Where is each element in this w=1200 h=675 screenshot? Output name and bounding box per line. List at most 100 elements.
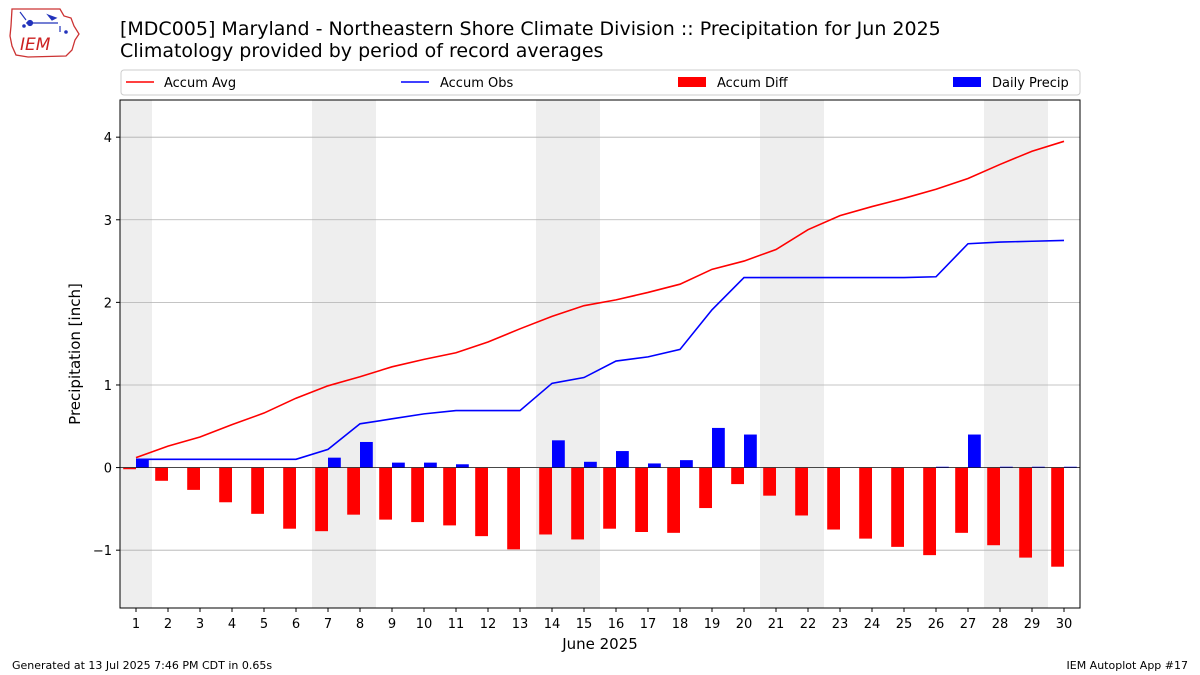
x-tick-label: 11 [448, 617, 465, 632]
accum-diff-bar [827, 467, 840, 530]
x-tick-label: 3 [196, 617, 204, 632]
accum-diff-bar [283, 467, 296, 529]
accum-diff-bar [795, 467, 808, 516]
accum-diff-bar [667, 467, 680, 533]
accum-diff-bar [507, 467, 520, 550]
daily-precip-bar [584, 461, 597, 468]
x-tick-label: 15 [576, 617, 593, 632]
x-tick-label: 18 [672, 617, 689, 632]
footer-app: IEM Autoplot App #17 [1066, 659, 1189, 672]
x-axis: 1 2 3 4 5 6 7 8 9 10 11 12 13 14 15 16 17 18 19 20 21 22 23 24 2… [132, 608, 1072, 632]
x-tick-label: 12 [480, 617, 497, 632]
x-tick-label: 27 [960, 617, 977, 632]
x-tick-label: 8 [356, 617, 364, 632]
daily-precip-bar [616, 451, 629, 468]
daily-precip-bar [552, 440, 565, 468]
iem-logo: IEM [9, 8, 80, 58]
daily-precip-bar [648, 463, 661, 468]
x-tick-label: 29 [1024, 617, 1041, 632]
bars [123, 427, 1077, 567]
daily-precip-bar [456, 464, 469, 468]
y-tick-label: 3 [104, 214, 112, 229]
logo-text: IEM [20, 35, 51, 55]
plot-frame [119, 99, 1081, 609]
legend-box [120, 69, 1081, 96]
accum-diff-bar [123, 467, 136, 470]
x-tick-label: 20 [736, 617, 753, 632]
x-tick-label: 22 [800, 617, 817, 632]
accum-diff-bar [923, 467, 936, 556]
legend-label-accum-obs: Accum Obs [440, 76, 513, 91]
x-tick-label: 2 [164, 617, 172, 632]
legend-label-accum-avg: Accum Avg [164, 76, 236, 91]
weekend-band [312, 100, 376, 608]
x-tick-label: 10 [416, 617, 433, 632]
accum-diff-bar [155, 467, 168, 481]
accum-diff-bar [411, 467, 424, 523]
daily-precip-bar [392, 462, 405, 468]
chart-subtitle: Climatology provided by period of record… [120, 40, 604, 62]
daily-precip-bar [1032, 466, 1045, 468]
accum-diff-bar [1051, 467, 1064, 567]
legend-label-daily-precip: Daily Precip [992, 76, 1069, 91]
x-tick-label: 1 [132, 617, 140, 632]
y-tick-label: −1 [93, 544, 112, 559]
accum-diff-bar [347, 467, 360, 515]
accum-diff-bar [251, 467, 264, 514]
x-tick-label: 7 [324, 617, 332, 632]
x-axis-label: June 2025 [561, 635, 638, 653]
accum-diff-bar [987, 467, 1000, 546]
accum-diff-bar [219, 467, 232, 503]
accum-avg-line [135, 140, 1065, 459]
x-tick-label: 26 [928, 617, 945, 632]
accum-diff-bar [379, 467, 392, 520]
x-tick-label: 19 [704, 617, 721, 632]
y-axis: −1 0 1 2 3 4 [93, 131, 120, 559]
x-tick-label: 13 [512, 617, 529, 632]
daily-precip-bar [136, 459, 149, 468]
legend: Accum Avg Accum Obs Accum Diff Daily Precip [120, 69, 1081, 96]
x-tick-label: 9 [388, 617, 396, 632]
chart-title: [MDC005] Maryland - Northeastern Shore C… [120, 18, 941, 40]
x-tick-label: 23 [832, 617, 849, 632]
legend-label-accum-diff: Accum Diff [717, 76, 789, 91]
x-tick-label: 14 [544, 617, 561, 632]
daily-precip-bar [1064, 466, 1077, 468]
x-tick-label: 25 [896, 617, 913, 632]
accum-diff-bar [731, 467, 744, 485]
daily-precip-bar [744, 434, 757, 468]
daily-precip-bar [1000, 466, 1013, 468]
x-tick-label: 16 [608, 617, 625, 632]
x-tick-label: 17 [640, 617, 657, 632]
accum-diff-bar [891, 467, 904, 547]
accum-diff-bar [1019, 467, 1032, 558]
y-tick-label: 1 [104, 379, 112, 394]
accum-diff-bar [571, 467, 584, 540]
daily-precip-bar [360, 441, 373, 468]
accum-diff-bar [699, 467, 712, 509]
legend-swatch-daily-precip [953, 77, 981, 87]
weekend-shading [120, 100, 1048, 608]
accum-diff-bar [187, 467, 200, 490]
daily-precip-bar [424, 462, 437, 468]
accum-diff-bar [955, 467, 968, 533]
y-axis-label: Precipitation [inch] [66, 283, 84, 425]
accum-diff-bar [315, 467, 328, 532]
x-tick-label: 6 [292, 617, 300, 632]
accum-diff-bar [539, 467, 552, 535]
x-tick-label: 24 [864, 617, 881, 632]
weekend-band [760, 100, 824, 608]
y-tick-label: 4 [104, 131, 112, 146]
daily-precip-bar [328, 457, 341, 468]
x-tick-label: 4 [228, 617, 236, 632]
x-tick-label: 5 [260, 617, 268, 632]
accum-diff-bar [763, 467, 776, 496]
accum-diff-bar [603, 467, 616, 529]
x-tick-label: 30 [1056, 617, 1073, 632]
y-tick-label: 0 [104, 462, 112, 477]
y-tick-label: 2 [104, 296, 112, 311]
x-tick-label: 28 [992, 617, 1009, 632]
daily-precip-bar [936, 466, 949, 468]
series-lines [135, 140, 1065, 461]
